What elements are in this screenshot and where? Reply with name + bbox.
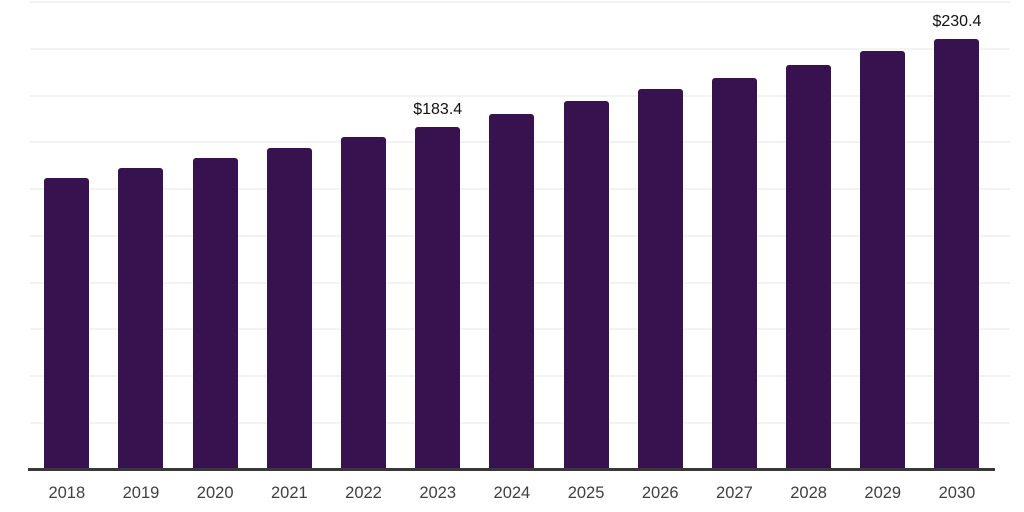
bar-2025 — [563, 101, 609, 470]
value-label-2023: $183.4 — [413, 100, 463, 118]
x-tick-label-2023: 2023 — [419, 484, 457, 502]
bar-2029 — [860, 51, 906, 470]
x-tick-label-2030: 2030 — [938, 484, 976, 502]
gridline-200 — [30, 94, 1010, 97]
x-tick-label-2018: 2018 — [48, 484, 86, 502]
bar-2023 — [415, 126, 461, 470]
bar-2020 — [192, 157, 238, 470]
x-tick-label-2025: 2025 — [567, 484, 605, 502]
bar-2019 — [118, 168, 164, 470]
bar-2028 — [786, 65, 832, 470]
x-tick-label-2024: 2024 — [493, 484, 531, 502]
bar-2018 — [44, 177, 90, 470]
bar-2030 — [934, 38, 980, 470]
bar-2024 — [489, 114, 535, 470]
x-tick-label-2029: 2029 — [864, 484, 902, 502]
bar-2026 — [637, 89, 683, 470]
x-tick-label-2026: 2026 — [641, 484, 679, 502]
x-tick-label-2020: 2020 — [196, 484, 234, 502]
bar-2021 — [266, 148, 312, 470]
bar-2027 — [711, 77, 757, 470]
x-tick-label-2022: 2022 — [345, 484, 382, 502]
x-axis-line — [28, 468, 995, 471]
x-tick-label-2027: 2027 — [716, 484, 753, 502]
value-label-2030: $230.4 — [932, 12, 982, 30]
gridline-225 — [30, 47, 1010, 50]
x-tick-label-2019: 2019 — [122, 484, 160, 502]
x-tick-label-2021: 2021 — [270, 484, 308, 502]
bar-2022 — [341, 137, 387, 470]
gridline-250 — [30, 1, 1010, 3]
x-tick-label-2028: 2028 — [790, 484, 827, 502]
